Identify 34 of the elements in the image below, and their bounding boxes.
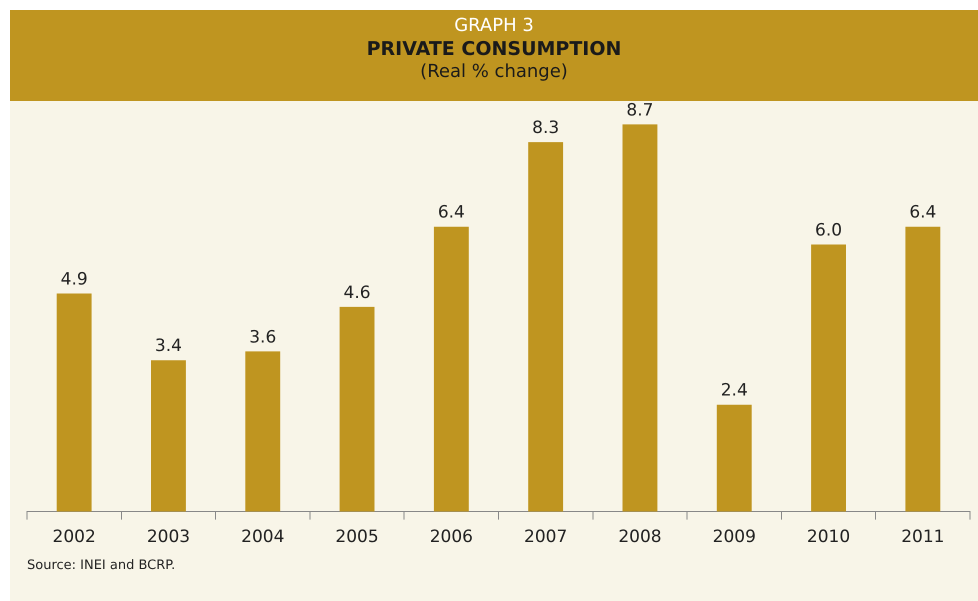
bar: [622, 124, 658, 512]
data-label: 8.3: [532, 118, 560, 138]
data-label: 2.4: [720, 380, 748, 401]
data-label: 3.4: [154, 336, 182, 356]
bar: [716, 404, 752, 512]
x-tick-label: 2007: [524, 527, 568, 548]
x-tick-label: 2008: [618, 527, 662, 548]
bar: [151, 360, 186, 512]
bar: [340, 306, 374, 512]
bar: [56, 293, 92, 512]
data-label: 8.7: [626, 100, 654, 120]
bar: [245, 351, 280, 512]
x-tick-label: 2004: [241, 527, 284, 548]
x-tick-label: 2003: [146, 527, 190, 548]
data-label: 6.4: [909, 202, 936, 223]
data-label: 4.6: [344, 282, 371, 303]
data-label: 4.9: [60, 269, 88, 290]
bar: [434, 226, 469, 512]
bar: [811, 244, 846, 512]
data-label: 6.4: [438, 202, 465, 223]
caption: GRAPH 3: [453, 15, 535, 37]
x-tick-label: 2002: [52, 527, 96, 548]
data-label: 6.0: [815, 220, 842, 240]
x-tick-label: 2010: [806, 527, 850, 548]
x-tick-label: 2009: [712, 527, 756, 548]
bar: [905, 226, 940, 512]
x-tick-label: 2011: [901, 527, 944, 548]
source-note: Source: INEI and BCRP.: [27, 558, 176, 573]
x-tick-label: 2006: [430, 527, 473, 548]
data-label: 3.6: [249, 327, 276, 348]
x-tick-label: 2005: [335, 527, 379, 548]
chart-title: PRIVATE CONSUMPTION: [366, 37, 622, 61]
chart-subtitle: (Real % change): [419, 61, 569, 83]
bar: [528, 142, 564, 512]
